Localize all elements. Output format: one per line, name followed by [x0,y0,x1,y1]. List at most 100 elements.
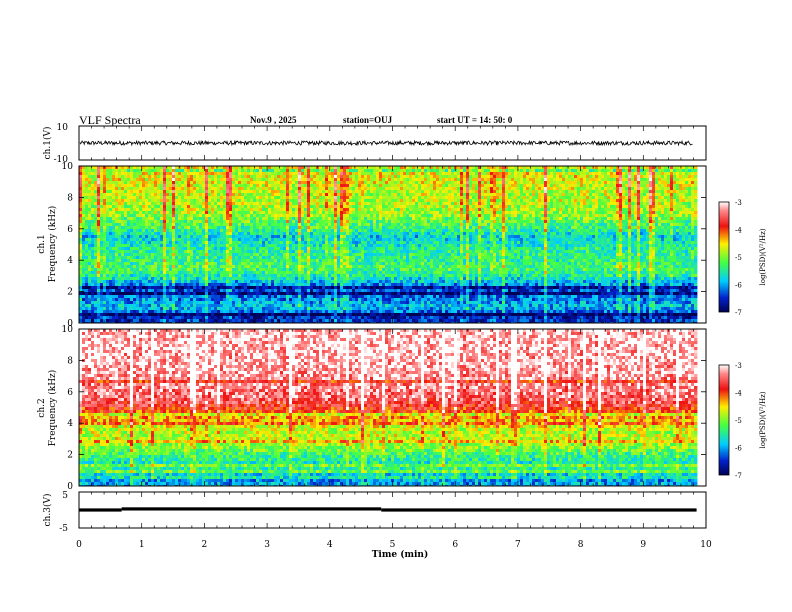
ch1-spectrogram-cell [220,253,224,257]
ch1-spectrogram-cell [316,226,320,230]
ch1-spectrogram-cell [295,295,299,299]
ch1-spectrogram-cell [325,235,329,239]
ch1-spectrogram-cell [235,181,239,185]
ch1-spectrogram-cell [163,259,167,263]
ch1-spectrogram-cell [196,181,200,185]
ch1-spectrogram-cell [322,229,326,233]
ch1-spectrogram-cell [85,175,89,179]
ch1-spectrogram-cell [262,307,266,311]
ch1-spectrogram-cell [136,184,140,188]
ch1-spectrogram-cell [79,313,83,317]
ch1-spectrogram-cell [217,199,221,203]
ch1-spectrogram-cell [169,172,173,176]
ch1-spectrogram-cell [121,262,125,266]
ch1-spectrogram-cell [229,265,233,269]
ch1-spectrogram-cell [151,298,155,302]
ch1-spectrogram-cell [220,301,224,305]
ch1-spectrogram-cell [151,247,155,251]
ch1-spectrogram-cell [274,256,278,260]
ch1-spectrogram-cell [244,166,248,170]
ch1-spectrogram-cell [121,304,125,308]
ch1-spectrogram-cell [79,265,83,269]
ch1-spectrogram-cell [205,298,209,302]
ch1-spectrogram-cell [172,184,176,188]
ch1-spectrogram-cell [151,283,155,287]
ch1-spectrogram-cell [235,169,239,173]
ch1-spectrogram-cell [91,301,95,305]
ch1-spectrogram-cell [304,172,308,176]
ch1-spectrogram-cell [202,292,206,296]
ch1-spectrogram-cell [289,316,293,320]
ch1-spectrogram-cell [298,190,302,194]
ch1-spectrogram-cell [328,274,332,278]
ch1-spectrogram-cell [235,214,239,218]
ch1-spectrogram-cell [235,193,239,197]
ch1-spectrogram-cell [337,301,341,305]
ch1-spectrogram-cell [112,304,116,308]
ch1-spectrogram-cell [91,292,95,296]
ch1-spectrogram-cell [283,166,287,170]
ch1-spectrogram-cell [340,250,344,254]
ch1-spectrogram-cell [319,193,323,197]
ch1-spectrogram-cell [106,304,110,308]
ch1-spectrogram-cell [280,310,284,314]
ch1-spectrogram-cell [265,193,269,197]
ch1-spectrogram-cell [160,172,164,176]
ch1-spectrogram-cell [130,256,134,260]
ch1-spectrogram-cell [109,259,113,263]
ch1-spectrogram-cell [262,193,266,197]
ch1-spectrogram-cell [172,298,176,302]
ch1-spectrogram-cell [316,268,320,272]
ch1-spectrogram-cell [85,169,89,173]
ch1-spectrogram-cell [139,247,143,251]
ch1-spectrogram-cell [253,310,257,314]
ch1-spectrogram-cell [253,187,257,191]
ch1-spectrogram-cell [247,277,251,281]
ch1-spectrogram-cell [217,241,221,245]
ch1-spectrogram-cell [169,184,173,188]
ch1-spectrogram-cell [337,235,341,239]
ch1-spectrogram-cell [295,253,299,257]
ch1-spectrogram-cell [232,187,236,191]
ch1-spectrogram-cell [196,265,200,269]
ch1-spectrogram-cell [136,235,140,239]
ch1-spectrogram-cell [307,298,311,302]
ch1-spectrogram-cell [235,229,239,233]
ch1-spectrogram-cell [139,313,143,317]
ch1-spectrogram-cell [169,217,173,221]
ch1-spectrogram-cell [229,268,233,272]
ch1-spectrogram-cell [250,205,254,209]
ch1-spectrogram-cell [136,190,140,194]
ch1-spectrogram-cell [346,199,350,203]
ch1-spectrogram-cell [187,187,191,191]
ch1-spectrogram-cell [319,178,323,182]
ch1-spectrogram-cell [238,253,242,257]
ch1-spectrogram-cell [277,214,281,218]
ch1-spectrogram-cell [241,199,245,203]
ch1-spectrogram-cell [229,262,233,266]
ch1-spectrogram-cell [316,319,320,323]
ch1-spectrogram-cell [265,205,269,209]
ch1-spectrogram-cell [121,211,125,215]
ch1-spectrogram-cell [262,166,266,170]
ch1-spectrogram-cell [235,238,239,242]
ch1-spectrogram-cell [310,313,314,317]
ch1-spectrogram-cell [166,277,170,281]
ch1-spectrogram-cell [202,265,206,269]
ch1-spectrogram-cell [97,319,101,323]
ch1-spectrogram-cell [301,166,305,170]
ch1-spectrogram-cell [181,220,185,224]
ch1-spectrogram-cell [220,235,224,239]
ch1-spectrogram-cell [208,250,212,254]
ch1-spectrogram-cell [88,313,92,317]
ch1-spectrogram-cell [85,166,89,170]
ch1-spectrogram-cell [181,199,185,203]
ch1-spectrogram-cell [259,217,263,221]
ch1-spectrogram-cell [109,274,113,278]
ch1-spectrogram-cell [325,310,329,314]
ch1-spectrogram-cell [274,250,278,254]
ch1-spectrogram-cell [166,220,170,224]
ch1-spectrogram-cell [142,283,146,287]
ch1-spectrogram-cell [286,214,290,218]
ch1-spectrogram-cell [229,190,233,194]
